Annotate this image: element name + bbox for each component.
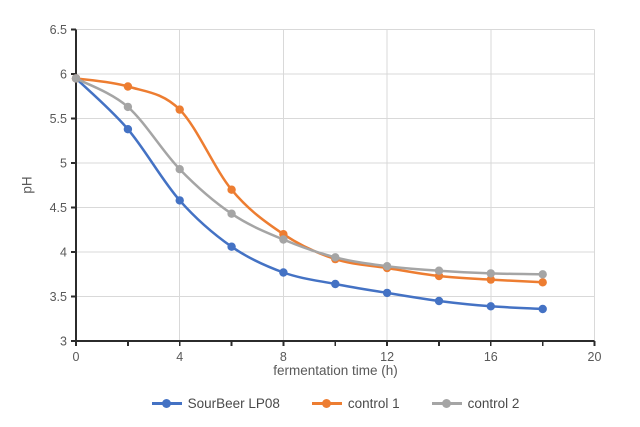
data-point-sourbeer-lp08 <box>331 279 340 289</box>
data-point-control-2 <box>227 209 236 218</box>
x-tick-label: 4 <box>176 350 183 364</box>
x-tick-label: 16 <box>484 350 498 364</box>
series-line-sourbeer-lp08 <box>74 77 544 311</box>
data-point-sourbeer-lp08 <box>175 196 184 205</box>
x-tick-label: 20 <box>588 350 602 364</box>
data-point-sourbeer-lp08 <box>486 302 495 311</box>
y-axis-title: pH <box>19 176 35 194</box>
legend-label: SourBeer LP08 <box>187 396 280 411</box>
data-point-sourbeer-lp08 <box>538 304 547 314</box>
data-point-control-2 <box>382 262 392 271</box>
legend-marker-icon <box>431 399 462 409</box>
data-point-control-2 <box>175 165 184 174</box>
y-tick-label: 6.5 <box>50 23 67 37</box>
series-line-control-1 <box>74 77 544 284</box>
data-point-control-1 <box>486 275 495 284</box>
y-tick-label: 4 <box>60 246 67 260</box>
x-axis-title: fermentation time (h) <box>273 363 398 378</box>
x-tick-label: 8 <box>280 350 287 364</box>
legend-label: control 2 <box>467 396 520 411</box>
data-point-control-1 <box>123 82 133 91</box>
data-point-control-2 <box>331 253 340 262</box>
x-tick-label: 12 <box>380 350 394 364</box>
data-point-sourbeer-lp08 <box>279 268 288 277</box>
legend-marker-icon <box>151 399 182 409</box>
data-point-control-2 <box>71 74 81 83</box>
legend-marker-icon <box>311 399 342 409</box>
data-point-control-2 <box>486 269 495 278</box>
data-point-control-2 <box>279 235 288 244</box>
legend-item-sourbeer-lp08: SourBeer LP08 <box>151 396 280 411</box>
x-tick-label: 0 <box>73 350 80 364</box>
data-point-sourbeer-lp08 <box>123 125 133 134</box>
y-tick-label: 5 <box>60 157 67 171</box>
data-point-control-2 <box>434 266 444 275</box>
data-point-sourbeer-lp08 <box>382 288 392 298</box>
data-point-control-1 <box>227 185 236 194</box>
y-tick-label: 4.5 <box>50 201 67 215</box>
data-point-control-2 <box>538 270 547 279</box>
legend-item-control-1: control 1 <box>311 396 400 411</box>
y-tick-label: 3.5 <box>50 290 67 304</box>
y-tick-label: 5.5 <box>50 112 67 126</box>
data-point-control-1 <box>175 105 184 114</box>
data-point-sourbeer-lp08 <box>434 296 444 306</box>
legend-item-control-2: control 2 <box>431 396 520 411</box>
data-point-sourbeer-lp08 <box>227 242 236 251</box>
data-point-control-2 <box>123 102 133 112</box>
series-line-control-2 <box>74 77 544 276</box>
y-tick-label: 3 <box>60 335 67 349</box>
legend: SourBeer LP08 control 1 control 2 <box>76 396 595 411</box>
data-point-control-1 <box>538 278 547 287</box>
legend-label: control 1 <box>347 396 400 411</box>
y-tick-label: 6 <box>60 68 67 82</box>
